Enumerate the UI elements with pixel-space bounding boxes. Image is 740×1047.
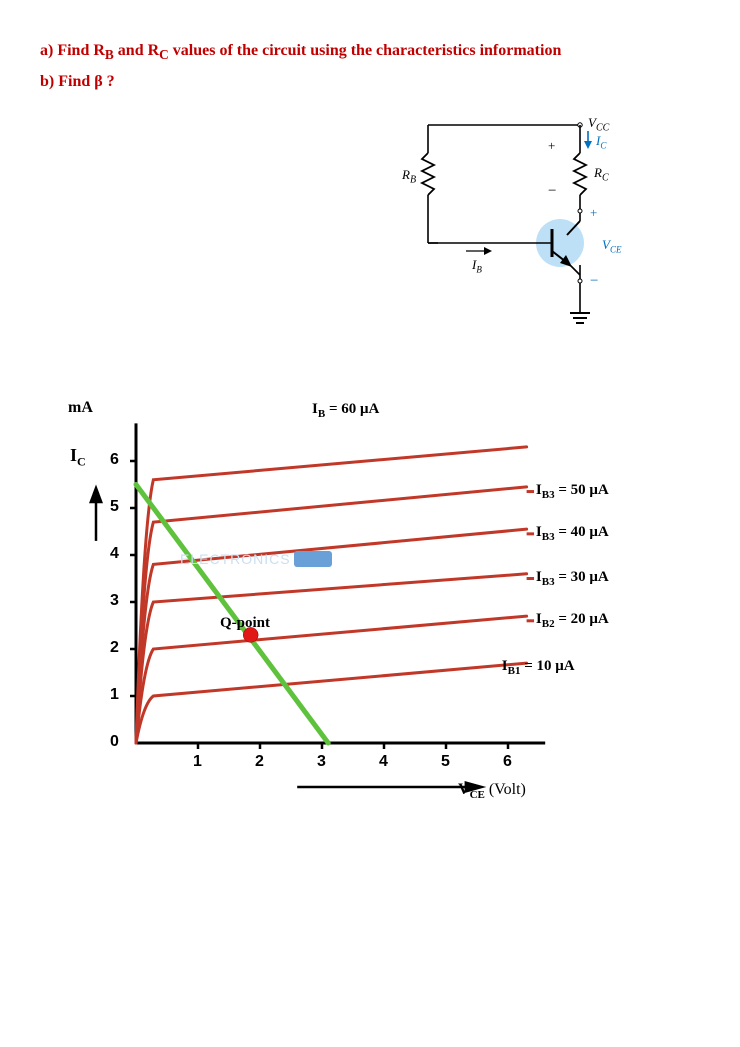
qb-text: b) Find β ? bbox=[40, 73, 115, 90]
cl-tail-0: = 50 μA bbox=[555, 482, 609, 498]
cl-sub-0: B3 bbox=[542, 489, 555, 501]
question-block: a) Find RB and RC values of the circuit … bbox=[40, 40, 700, 93]
vcc-cc: CC bbox=[596, 123, 609, 134]
label-rc: RC bbox=[594, 165, 609, 184]
cl-sub-4: B1 bbox=[508, 665, 521, 677]
y-unit-text: mA bbox=[68, 399, 93, 416]
x-tick-3: 3 bbox=[317, 753, 326, 771]
cl-tail-3: = 20 μA bbox=[555, 611, 609, 627]
question-a: a) Find RB and RC values of the circuit … bbox=[40, 40, 700, 65]
ib-b: B bbox=[476, 265, 482, 275]
x-tick-6: 6 bbox=[503, 753, 512, 771]
watermark-text: ELECTRONICS bbox=[180, 551, 291, 567]
cl-tail-2: = 30 μA bbox=[555, 569, 609, 585]
curve-label-50: IB3 = 50 μA bbox=[536, 482, 609, 501]
x-tick-5: 5 bbox=[441, 753, 450, 771]
svg-text:+: + bbox=[590, 205, 597, 220]
rc-c: C bbox=[602, 173, 609, 184]
y-tick-3: 3 bbox=[110, 592, 119, 610]
y-axis-label: IC bbox=[70, 445, 86, 470]
x-tick-2: 2 bbox=[255, 753, 264, 771]
vce-v: V bbox=[602, 237, 610, 252]
y-tick-1: 1 bbox=[110, 686, 119, 704]
ic-label-i: I bbox=[70, 445, 77, 465]
label-vcc: VCC bbox=[588, 115, 609, 134]
ic-label-c: C bbox=[77, 455, 86, 469]
vce-l-ce: CE bbox=[470, 789, 485, 801]
rb-b: B bbox=[410, 175, 416, 186]
chart-svg bbox=[40, 383, 600, 803]
cl-tail-1: = 40 μA bbox=[555, 524, 609, 540]
x-axis-label: VCE (Volt) bbox=[458, 781, 526, 801]
label-vce: VCE bbox=[602, 237, 621, 255]
question-b: b) Find β ? bbox=[40, 71, 700, 93]
ic-c: C bbox=[600, 141, 606, 151]
curve-label-60: IB = 60 μA bbox=[312, 401, 379, 420]
cl-tail-4: = 10 μA bbox=[520, 658, 574, 674]
watermark-box bbox=[294, 551, 332, 567]
circuit-diagram: + − + − VCC IC RC RB IB VCE bbox=[380, 113, 700, 343]
output-characteristics-chart: mA IC IB = 60 μA Q-point ELECTRONICS VCE… bbox=[40, 383, 600, 803]
svg-text:−: − bbox=[548, 183, 556, 199]
label-rb: RB bbox=[402, 167, 416, 186]
rc-r: R bbox=[594, 165, 602, 180]
y-tick-5: 5 bbox=[110, 498, 119, 516]
y-tick-4: 4 bbox=[110, 545, 119, 563]
svg-text:+: + bbox=[548, 138, 555, 153]
vce-l-unit: (Volt) bbox=[485, 781, 526, 798]
cl60-tail: = 60 μA bbox=[325, 401, 379, 417]
curve-label-40: IB3 = 40 μA bbox=[536, 524, 609, 543]
vce-ce: CE bbox=[610, 245, 622, 255]
wm-text: ELECTRONICS bbox=[180, 551, 291, 567]
qa-text-2: and R bbox=[114, 42, 159, 59]
curve-label-20: IB2 = 20 μA bbox=[536, 611, 609, 630]
qa-sub2: C bbox=[159, 47, 169, 62]
label-ic: IC bbox=[596, 133, 606, 151]
vcc-v: V bbox=[588, 115, 596, 130]
qa-text-1: a) Find R bbox=[40, 42, 105, 59]
qa-sub1: B bbox=[105, 47, 114, 62]
y-tick-6: 6 bbox=[110, 451, 119, 469]
qpoint-text: Q-point bbox=[220, 615, 270, 631]
qa-text-3: values of the circuit using the characte… bbox=[169, 42, 562, 59]
svg-text:−: − bbox=[590, 273, 598, 289]
cl-sub-3: B2 bbox=[542, 618, 555, 630]
qpoint-label: Q-point bbox=[220, 615, 270, 632]
rb-r: R bbox=[402, 167, 410, 182]
y-unit-label: mA bbox=[68, 399, 93, 417]
label-ib: IB bbox=[472, 257, 482, 275]
x-tick-1: 1 bbox=[193, 753, 202, 771]
y-tick-0: 0 bbox=[110, 733, 119, 751]
cl-sub-2: B3 bbox=[542, 576, 555, 588]
x-tick-4: 4 bbox=[379, 753, 388, 771]
curve-label-10: IB1 = 10 μA bbox=[502, 658, 575, 677]
cl-sub-1: B3 bbox=[542, 531, 555, 543]
y-tick-2: 2 bbox=[110, 639, 119, 657]
vce-l-v: V bbox=[458, 781, 470, 798]
curve-label-30: IB3 = 30 μA bbox=[536, 569, 609, 588]
